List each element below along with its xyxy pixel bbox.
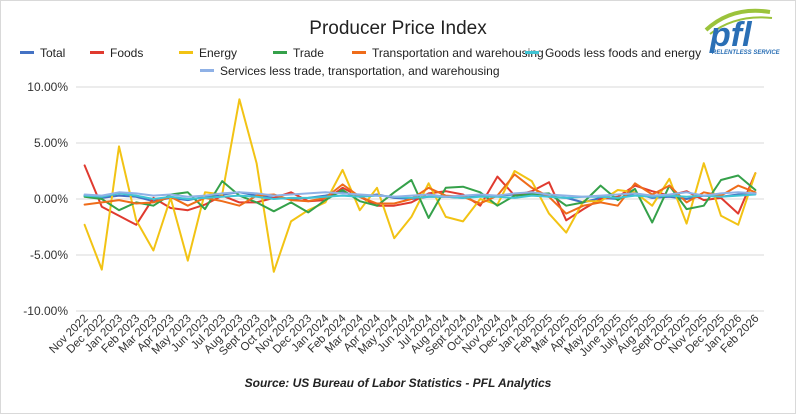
- legend-swatch-goods: [525, 51, 539, 55]
- legend-label-total: Total: [40, 46, 66, 60]
- legend-label-trade: Trade: [293, 46, 324, 60]
- legend-swatch-transportation: [352, 51, 366, 55]
- y-tick-label: 0.00%: [34, 192, 68, 206]
- y-tick-label: -10.00%: [23, 304, 68, 318]
- logo-tagline: RELENTLESS SERVICE: [712, 50, 781, 56]
- y-tick-label: -5.00%: [30, 248, 68, 262]
- legend-label-services: Services less trade, transportation, and…: [220, 64, 500, 78]
- y-axis: -10.00% -5.00% 0.00% 5.00% 10.00%: [23, 80, 68, 318]
- legend-swatch-total: [20, 51, 34, 55]
- pfl-logo: pfl RELENTLESS SERVICE: [702, 4, 792, 56]
- series-line-6: [83, 192, 757, 200]
- legend-item-goods: Goods less foods and energy: [525, 46, 701, 60]
- legend-swatch-energy: [179, 51, 193, 55]
- legend-item-transportation: Transportation and warehousing: [352, 46, 544, 60]
- legend-row-2: Services less trade, transportation, and…: [200, 64, 600, 80]
- y-tick-label: 10.00%: [27, 80, 68, 94]
- series-line-7: [83, 191, 757, 198]
- legend-item-energy: Energy: [179, 46, 237, 60]
- series-line-4: [83, 174, 757, 224]
- legend-label-transportation: Transportation and warehousing: [372, 46, 544, 60]
- legend: Total Foods Energy Trade Transportation …: [20, 46, 720, 62]
- legend-swatch-foods: [90, 51, 104, 55]
- legend-label-foods: Foods: [110, 46, 144, 60]
- legend-item-services: Services less trade, transportation, and…: [200, 64, 500, 78]
- logo-text: pfl: [709, 16, 753, 54]
- legend-label-goods: Goods less foods and energy: [545, 46, 702, 60]
- legend-label-energy: Energy: [199, 46, 238, 60]
- legend-item-trade: Trade: [273, 46, 324, 60]
- legend-swatch-trade: [273, 51, 287, 55]
- series-line-3: [83, 98, 757, 273]
- legend-swatch-services: [200, 69, 214, 73]
- y-tick-label: 5.00%: [34, 136, 68, 150]
- legend-item-total: Total: [20, 46, 65, 60]
- series-line-5: [83, 173, 757, 215]
- plot-area: [83, 98, 757, 273]
- chart-title: Producer Price Index: [309, 18, 487, 39]
- legend-item-foods: Foods: [90, 46, 143, 60]
- source-note: Source: US Bureau of Labor Statistics - …: [244, 376, 552, 390]
